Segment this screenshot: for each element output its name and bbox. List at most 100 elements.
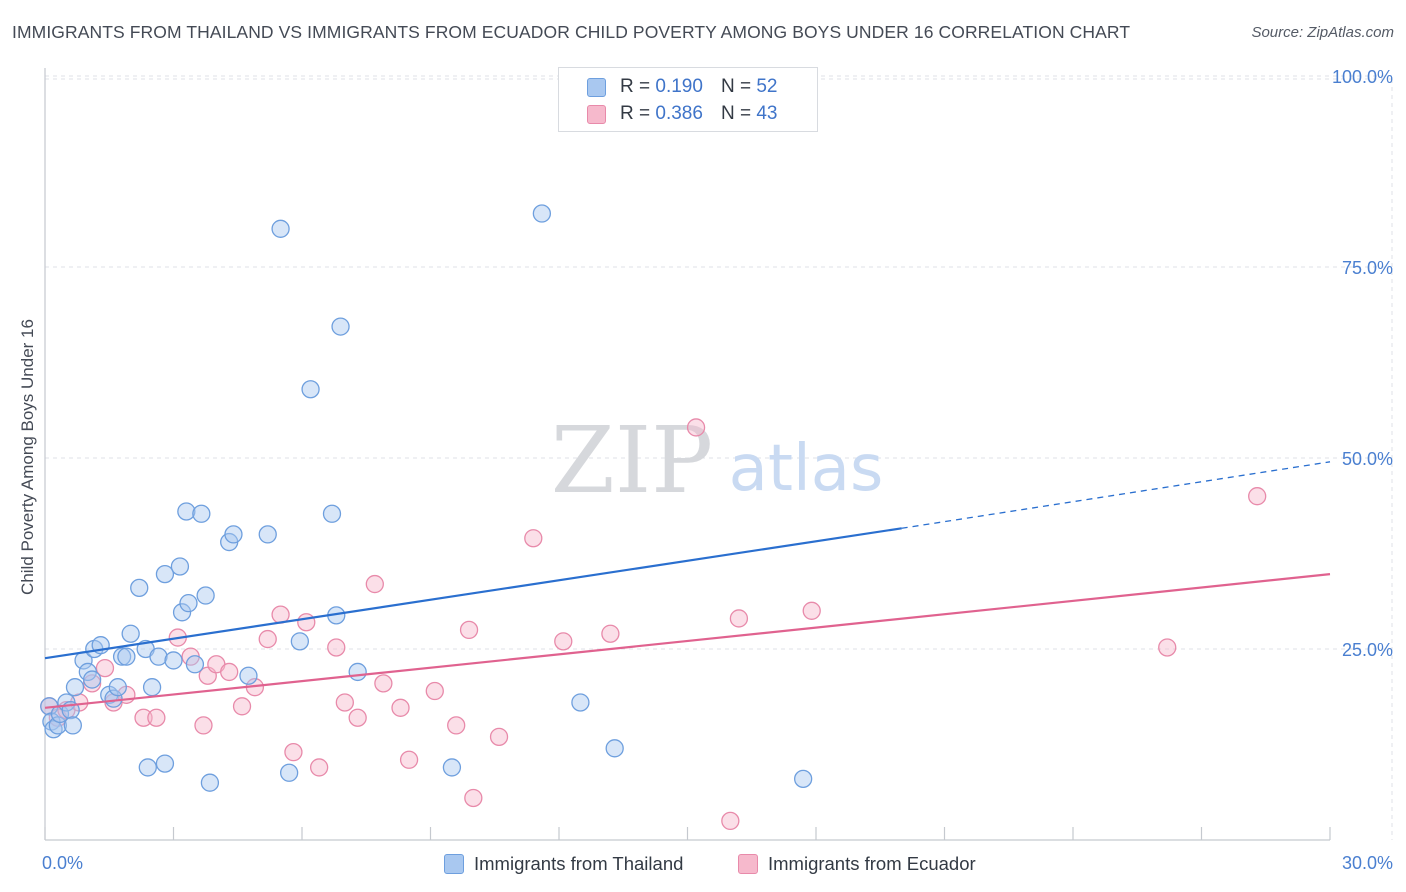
thailand-point (104, 689, 123, 708)
thailand-point (172, 603, 192, 622)
thailand-point (348, 662, 367, 682)
thailand-point (571, 693, 590, 712)
ecuador-point (729, 609, 749, 628)
y-tick-label: 50.0% (1342, 449, 1393, 469)
ecuador-point (365, 574, 384, 594)
legend-r-label: R = (620, 103, 651, 124)
thailand-point (605, 739, 624, 758)
legend-row-thailand: R = 0.190 N = 52 (587, 75, 777, 99)
thailand-point (82, 670, 102, 689)
bottom-legend-label-ecuador: Immigrants from Ecuador (768, 853, 976, 874)
thailand-point (301, 380, 320, 399)
y-tick-label: 75.0% (1342, 258, 1393, 278)
thailand-point (138, 758, 157, 777)
thailand-point (155, 564, 175, 584)
ecuador-point (297, 613, 316, 632)
ecuador-point (258, 629, 277, 649)
thailand-point (192, 504, 211, 523)
ecuador-point (459, 620, 479, 640)
thailand-point (290, 632, 310, 651)
thailand-point (170, 557, 190, 576)
legend-r-value-ecuador: 0.386 (655, 103, 703, 124)
thailand-point (279, 763, 299, 782)
ecuador-point (554, 632, 573, 651)
chart-title: IMMIGRANTS FROM THAILAND VS IMMIGRANTS F… (12, 22, 1131, 42)
thailand-point (149, 647, 168, 666)
ecuador-point (425, 681, 444, 701)
legend-n-label: N = (720, 76, 752, 97)
thailand-point (258, 525, 277, 544)
watermark-zip: ZIP (551, 407, 713, 514)
bottom-legend-ecuador: Immigrants from Ecuador (738, 851, 976, 877)
legend-n-value-ecuador: 43 (756, 103, 778, 124)
thailand-point (271, 219, 290, 238)
watermark-atlas: atlas (729, 432, 884, 506)
trend-lines (44, 461, 1331, 709)
bottom-legend-swatch-thailand (444, 854, 464, 874)
thailand-point (794, 769, 813, 789)
legend-n-value-thailand: 52 (756, 76, 778, 97)
legend-n-label: N = (720, 103, 752, 124)
thailand-point (65, 678, 85, 697)
thailand-point (331, 317, 350, 336)
bottom-legend-label-thailand: Immigrants from Thailand (474, 853, 684, 874)
thailand-point (130, 578, 149, 598)
thailand-point (322, 504, 342, 523)
bottom-legend-thailand: Immigrants from Thailand (444, 851, 683, 877)
source-label: Source: ZipAtlas.com (1251, 24, 1394, 41)
thailand-point (179, 594, 198, 613)
legend-r-label: R = (620, 76, 651, 97)
thailand-point (177, 502, 196, 521)
ecuador-point (802, 601, 821, 620)
thailand-point (164, 651, 183, 670)
ecuador-point (374, 674, 393, 693)
ecuador-point (1158, 638, 1177, 657)
ecuador-point (391, 698, 410, 717)
x-tick-label-max: 30.0% (1342, 853, 1393, 873)
ecuador-point (95, 658, 115, 678)
thailand-point (200, 773, 220, 792)
legend-row-ecuador: R = 0.386 N = 43 (587, 102, 777, 126)
legend-r-value-thailand: 0.190 (655, 76, 703, 97)
ecuador-point (134, 708, 153, 727)
ecuador-point (447, 716, 466, 735)
grid-layer (45, 75, 1393, 840)
legend-swatch-ecuador (587, 104, 606, 124)
ecuador-point (721, 811, 740, 831)
thailand-point (142, 678, 162, 697)
ecuador-point (232, 697, 252, 716)
thailand-point (155, 754, 175, 773)
ecuador-point (686, 418, 706, 437)
y-tick-label: 25.0% (1342, 640, 1393, 660)
thailand-point (239, 666, 258, 685)
bottom-legend-swatch-ecuador (738, 854, 758, 874)
x-tick-label-min: 0.0% (42, 853, 83, 873)
thailand-point (108, 678, 127, 697)
thailand-point (48, 716, 67, 735)
thailand-point (112, 647, 132, 666)
ecuador-point (464, 788, 483, 808)
ecuador-point (220, 662, 239, 682)
ecuador-point (1248, 487, 1267, 506)
tick-labels: 25.0% 50.0% 75.0% 100.0% 0.0% 30.0% (42, 67, 1393, 873)
ecuador-point (524, 529, 543, 548)
thailand-point (224, 525, 243, 544)
thailand-point (63, 716, 82, 735)
ecuador-point (335, 693, 354, 712)
ecuador-point (399, 750, 419, 769)
ecuador-point (284, 742, 303, 762)
y-tick-label: 100.0% (1332, 67, 1393, 87)
thailand-points (40, 204, 813, 792)
ecuador-trend-line (44, 573, 1331, 709)
ecuador-point (489, 727, 509, 747)
ecuador-point (147, 708, 166, 727)
thailand-point (121, 624, 140, 643)
ecuador-point (348, 708, 367, 727)
thailand-point (196, 586, 215, 605)
thailand-point (532, 204, 552, 223)
thailand-point (185, 655, 205, 674)
correlation-legend: R = 0.190 N = 52 R = 0.386 N = 43 (558, 67, 818, 132)
ecuador-point (327, 638, 346, 657)
thailand-trend-line (44, 527, 902, 660)
